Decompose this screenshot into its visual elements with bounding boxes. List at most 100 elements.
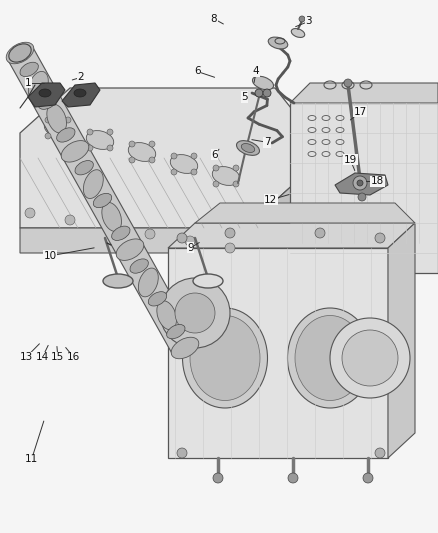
Polygon shape <box>290 103 438 273</box>
Ellipse shape <box>38 95 57 109</box>
Circle shape <box>171 169 177 175</box>
Polygon shape <box>20 88 295 228</box>
Polygon shape <box>28 83 65 107</box>
Circle shape <box>288 473 298 483</box>
Text: 11: 11 <box>25 455 38 464</box>
Circle shape <box>129 141 135 147</box>
Circle shape <box>353 176 367 190</box>
Circle shape <box>65 215 75 225</box>
Ellipse shape <box>20 62 39 77</box>
Circle shape <box>363 473 373 483</box>
Text: 10: 10 <box>44 251 57 261</box>
Ellipse shape <box>74 89 86 97</box>
Circle shape <box>149 157 155 163</box>
Ellipse shape <box>75 160 93 175</box>
Text: 13: 13 <box>20 352 33 362</box>
Text: 17: 17 <box>353 107 367 117</box>
Polygon shape <box>245 183 295 253</box>
Circle shape <box>175 293 215 333</box>
Circle shape <box>330 318 410 398</box>
Ellipse shape <box>86 131 114 149</box>
Text: 2: 2 <box>78 72 85 82</box>
Ellipse shape <box>157 301 177 330</box>
Text: 19: 19 <box>344 155 357 165</box>
Circle shape <box>45 133 51 139</box>
Circle shape <box>191 169 197 175</box>
Circle shape <box>213 181 219 187</box>
Circle shape <box>185 236 195 246</box>
Polygon shape <box>62 83 100 107</box>
Ellipse shape <box>170 155 198 173</box>
Polygon shape <box>195 203 415 223</box>
Circle shape <box>45 117 51 123</box>
Circle shape <box>149 141 155 147</box>
Ellipse shape <box>287 308 372 408</box>
Circle shape <box>87 129 93 135</box>
Ellipse shape <box>103 274 133 288</box>
Ellipse shape <box>83 169 103 198</box>
Circle shape <box>375 233 385 243</box>
Circle shape <box>233 165 239 171</box>
Ellipse shape <box>171 337 199 359</box>
Text: 4: 4 <box>253 67 260 76</box>
Ellipse shape <box>128 143 156 161</box>
Ellipse shape <box>57 128 75 142</box>
Ellipse shape <box>295 316 365 400</box>
Text: 16: 16 <box>67 352 80 362</box>
Circle shape <box>263 89 271 97</box>
Text: 14: 14 <box>36 352 49 362</box>
Ellipse shape <box>61 141 89 162</box>
Circle shape <box>107 145 113 151</box>
Ellipse shape <box>252 76 274 90</box>
Polygon shape <box>168 223 415 248</box>
Text: 6: 6 <box>211 150 218 159</box>
Circle shape <box>177 233 187 243</box>
Circle shape <box>357 180 363 186</box>
Circle shape <box>315 228 325 238</box>
Circle shape <box>213 473 223 483</box>
Text: 6: 6 <box>194 67 201 76</box>
Circle shape <box>255 89 263 97</box>
Ellipse shape <box>47 104 67 133</box>
Circle shape <box>65 117 71 123</box>
Ellipse shape <box>116 239 144 261</box>
Text: 9: 9 <box>187 243 194 253</box>
Ellipse shape <box>291 29 305 37</box>
Text: 3: 3 <box>305 17 312 26</box>
Ellipse shape <box>130 259 148 273</box>
Ellipse shape <box>28 71 48 100</box>
Ellipse shape <box>148 292 167 306</box>
Ellipse shape <box>241 143 255 152</box>
Ellipse shape <box>193 274 223 288</box>
Circle shape <box>344 79 352 87</box>
Ellipse shape <box>112 226 130 240</box>
Ellipse shape <box>138 268 158 297</box>
Circle shape <box>233 181 239 187</box>
Ellipse shape <box>9 44 31 62</box>
Ellipse shape <box>39 89 51 97</box>
Polygon shape <box>335 173 388 195</box>
Ellipse shape <box>93 193 112 208</box>
Circle shape <box>145 229 155 239</box>
Ellipse shape <box>268 37 288 49</box>
Text: 18: 18 <box>371 176 384 186</box>
Text: 5: 5 <box>241 92 248 102</box>
Text: 1: 1 <box>25 78 32 87</box>
Circle shape <box>225 243 235 253</box>
Circle shape <box>25 208 35 218</box>
Circle shape <box>160 278 230 348</box>
Ellipse shape <box>166 325 185 339</box>
Ellipse shape <box>183 308 268 408</box>
Circle shape <box>299 16 305 22</box>
Circle shape <box>87 145 93 151</box>
Polygon shape <box>20 183 295 253</box>
Text: 8: 8 <box>210 14 217 23</box>
Circle shape <box>225 228 235 238</box>
Circle shape <box>213 165 219 171</box>
Ellipse shape <box>102 203 121 231</box>
Ellipse shape <box>237 141 259 155</box>
Polygon shape <box>168 248 388 458</box>
Circle shape <box>105 222 115 232</box>
Ellipse shape <box>44 118 72 138</box>
Polygon shape <box>388 223 415 458</box>
